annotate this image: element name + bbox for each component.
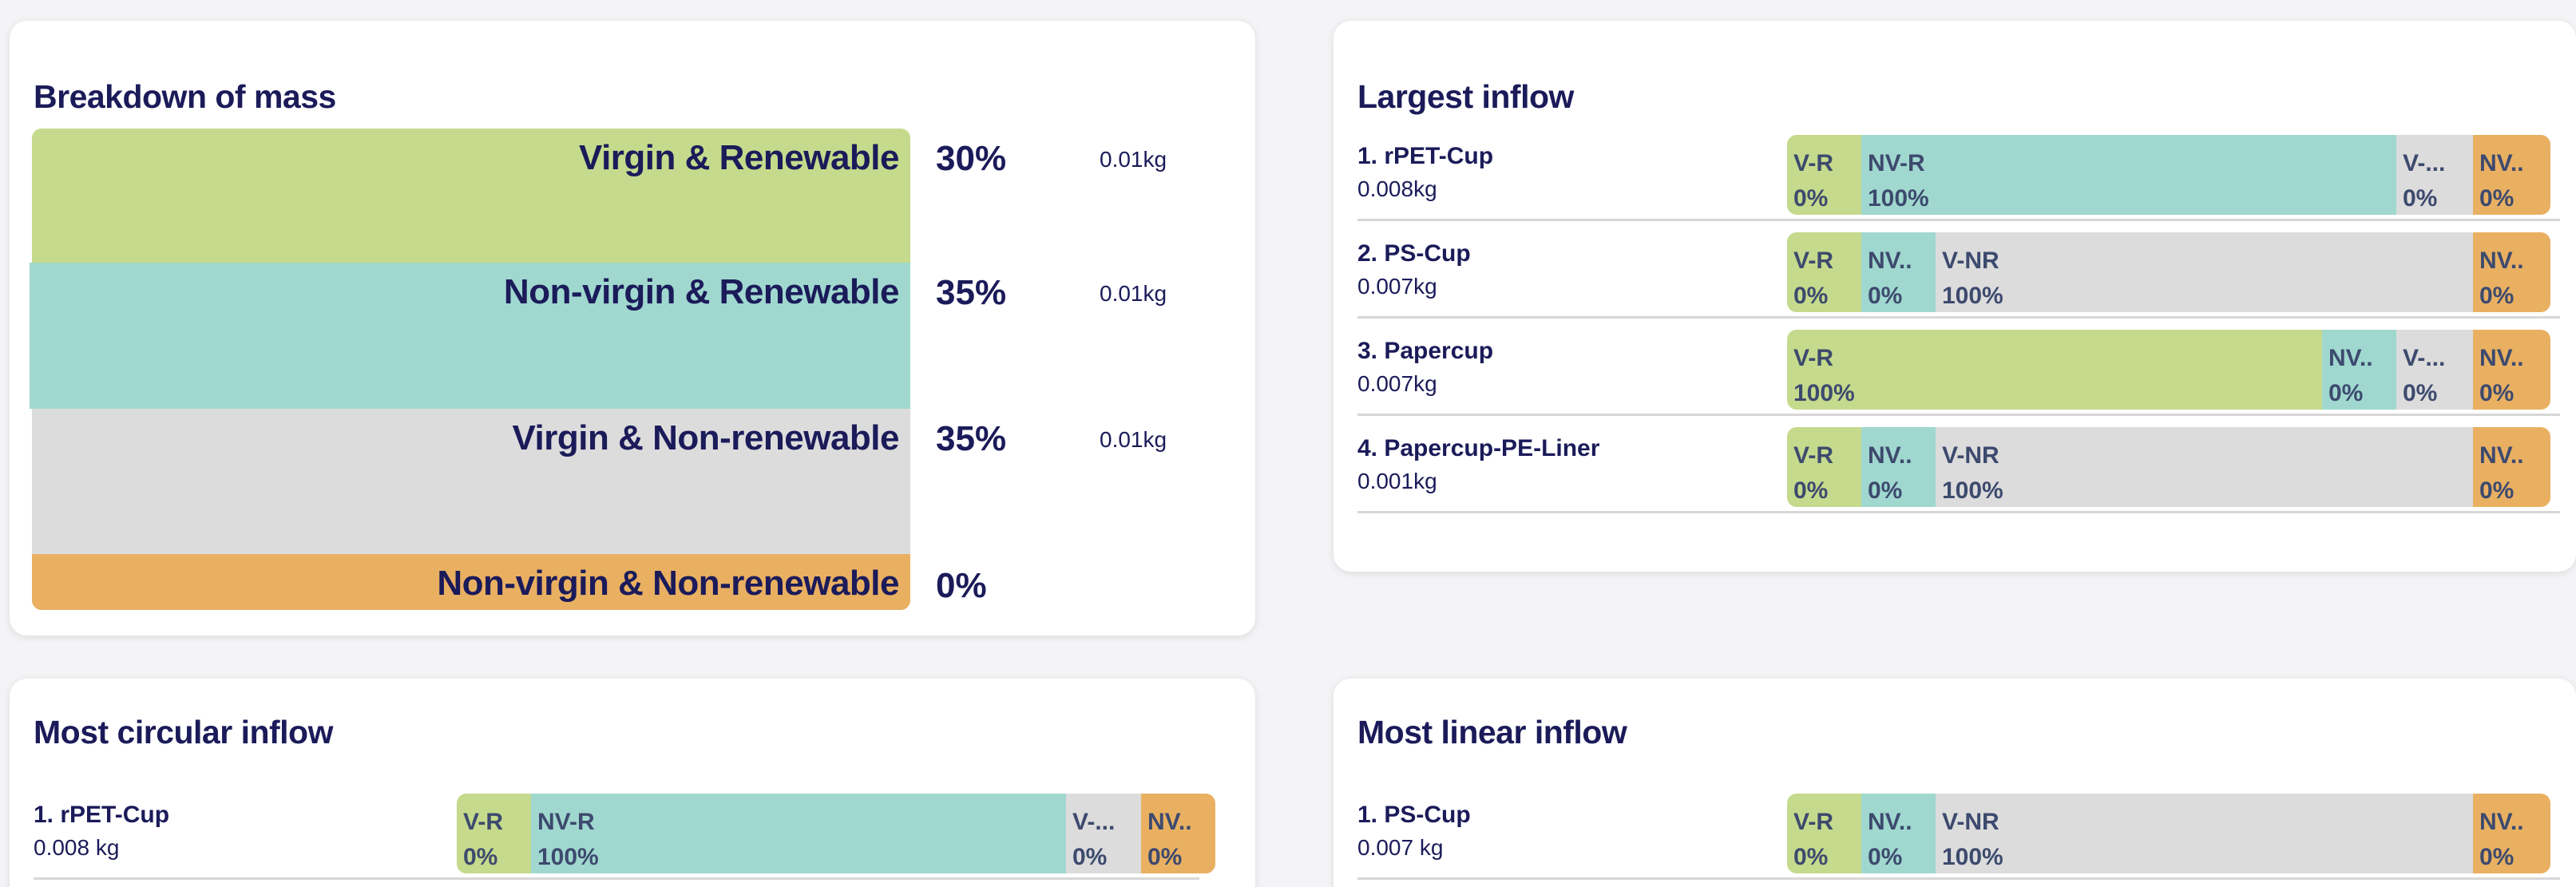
inflow-row[interactable]: 1. PS-Cup 0.007 kg V-R 0% NV.. 0% V-NR 100%… — [1357, 794, 2560, 880]
mass-bar-virgin-renewable[interactable]: Virgin & Renewable — [32, 129, 910, 263]
largest-inflow-title: Largest inflow — [1357, 78, 1574, 115]
mass-kg: 0.01kg — [1100, 281, 1167, 306]
segment-nvnr[interactable]: NV.. 0% — [2473, 232, 2550, 312]
composition-bar: V-R 0% NV.. 0% V-NR 100% NV.. 0% — [1787, 794, 2550, 873]
segment-vnr[interactable]: V-NR 100% — [1936, 794, 2473, 873]
segment-nvr[interactable]: NV.. 0% — [1861, 794, 1936, 873]
composition-bar: V-R 0% NV-R 100% V-... 0% NV.. 0% — [457, 794, 1215, 873]
breakdown-card: Breakdown of mass Virgin & Renewable 30%… — [10, 21, 1255, 636]
segment-nvr[interactable]: NV-R 100% — [531, 794, 1066, 873]
segment-vr[interactable]: V-R 0% — [1787, 427, 1861, 507]
inflow-row[interactable]: 2. PS-Cup 0.007kg V-R 0% NV.. 0% V-NR 100% … — [1357, 232, 2560, 319]
mass-bar-nonvirgin-renewable[interactable]: Non-virgin & Renewable — [30, 263, 910, 409]
segment-nvnr[interactable]: NV.. 0% — [1141, 794, 1215, 873]
mass-pct: 35% — [936, 273, 1007, 312]
segment-nvr[interactable]: NV.. 0% — [1861, 232, 1936, 312]
segment-vnr[interactable]: V-... 0% — [2396, 135, 2473, 215]
segment-nvnr[interactable]: NV.. 0% — [2473, 794, 2550, 873]
inflow-mass: 0.007 kg — [1357, 835, 1444, 860]
mass-label: Virgin & Renewable — [579, 138, 899, 177]
most-circular-inflow-card: Most circular inflow 1. rPET-Cup 0.008 k… — [10, 679, 1255, 887]
inflow-row[interactable]: 1. rPET-Cup 0.008kg V-R 0% NV-R 100% V-...… — [1357, 135, 2560, 221]
inflow-row[interactable]: 4. Papercup-PE-Liner 0.001kg V-R 0% NV.. 0… — [1357, 427, 2560, 513]
segment-vnr[interactable]: V-NR 100% — [1936, 427, 2473, 507]
segment-nvnr[interactable]: NV.. 0% — [2473, 427, 2550, 507]
composition-bar: V-R 0% NV.. 0% V-NR 100% NV.. 0% — [1787, 427, 2550, 507]
inflow-mass: 0.008kg — [1357, 176, 1437, 201]
most-circular-inflow-title: Most circular inflow — [34, 714, 334, 750]
mass-label: Non-virgin & Non-renewable — [437, 564, 899, 603]
mass-label: Virgin & Non-renewable — [512, 418, 900, 457]
inflow-name: 1. rPET-Cup — [34, 802, 170, 828]
inflow-mass: 0.007kg — [1357, 371, 1437, 396]
segment-nvr[interactable]: NV.. 0% — [1861, 427, 1936, 507]
inflow-row[interactable]: 3. Papercup 0.007kg V-R 100% NV.. 0% V-...… — [1357, 330, 2560, 416]
mass-label: Non-virgin & Renewable — [503, 272, 900, 311]
inflow-name: 1. PS-Cup — [1357, 802, 1471, 828]
mass-pct: 30% — [936, 139, 1007, 178]
mass-pct: 0% — [936, 566, 987, 605]
mass-kg: 0.01kg — [1100, 427, 1167, 452]
segment-vr[interactable]: V-R 0% — [1787, 232, 1861, 312]
segment-nvnr[interactable]: NV.. 0% — [2473, 330, 2550, 410]
largest-inflow-card: Largest inflow 1. rPET-Cup 0.008kg V-R 0%… — [1334, 21, 2576, 572]
segment-nvr[interactable]: NV.. 0% — [2322, 330, 2396, 410]
segment-vnr[interactable]: V-... 0% — [2396, 330, 2473, 410]
mass-bar-virgin-nonrenewable[interactable]: Virgin & Non-renewable — [32, 409, 910, 554]
most-linear-inflow-title: Most linear inflow — [1357, 714, 1627, 750]
inflow-name: 4. Papercup-PE-Liner — [1357, 435, 1600, 461]
inflow-mass: 0.001kg — [1357, 469, 1437, 493]
composition-bar: V-R 100% NV.. 0% V-... 0% NV.. 0% — [1787, 330, 2550, 410]
inflow-name: 1. rPET-Cup — [1357, 143, 1494, 169]
inflow-name: 3. Papercup — [1357, 338, 1494, 364]
most-linear-inflow-card: Most linear inflow 1. PS-Cup 0.007 kg V-… — [1334, 679, 2576, 887]
composition-bar: V-R 0% NV-R 100% V-... 0% NV.. 0% — [1787, 135, 2550, 215]
breakdown-title: Breakdown of mass — [34, 78, 336, 115]
segment-nvr[interactable]: NV-R 100% — [1861, 135, 2396, 215]
segment-vr[interactable]: V-R 0% — [457, 794, 531, 873]
segment-nvnr[interactable]: NV.. 0% — [2473, 135, 2550, 215]
inflow-row[interactable]: 1. rPET-Cup 0.008 kg V-R 0% NV-R 100% V-..… — [34, 794, 1215, 880]
mass-bar-nonvirgin-nonrenewable[interactable]: Non-virgin & Non-renewable — [32, 554, 910, 610]
segment-vnr[interactable]: V-NR 100% — [1936, 232, 2473, 312]
segment-vr[interactable]: V-R 0% — [1787, 794, 1861, 873]
composition-bar: V-R 0% NV.. 0% V-NR 100% NV.. 0% — [1787, 232, 2550, 312]
mass-kg: 0.01kg — [1100, 147, 1167, 172]
segment-vr[interactable]: V-R 100% — [1787, 330, 2322, 410]
segment-vr[interactable]: V-R 0% — [1787, 135, 1861, 215]
inflow-mass: 0.007kg — [1357, 274, 1437, 299]
mass-pct: 35% — [936, 419, 1007, 458]
segment-vnr[interactable]: V-... 0% — [1066, 794, 1141, 873]
inflow-name: 2. PS-Cup — [1357, 240, 1471, 267]
inflow-mass: 0.008 kg — [34, 835, 120, 860]
